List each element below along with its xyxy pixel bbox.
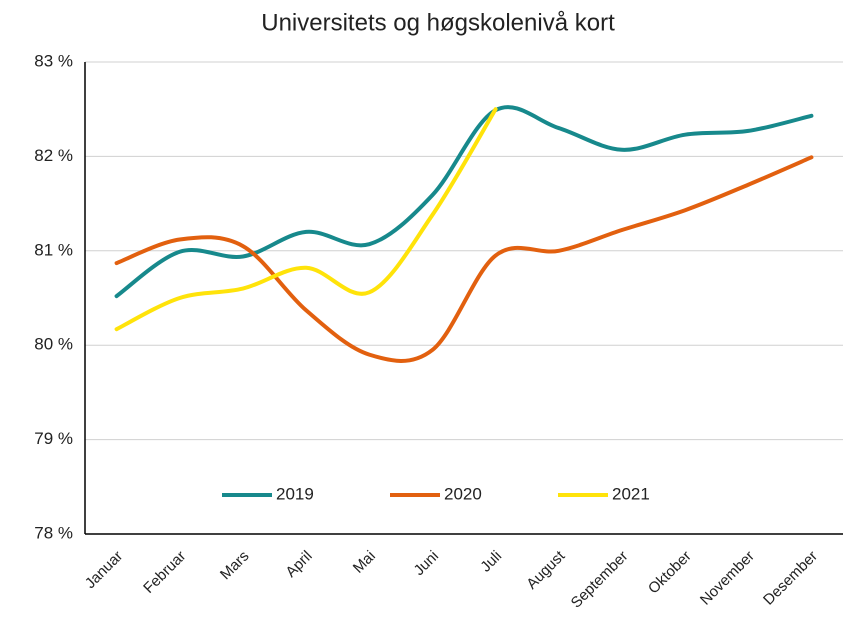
- x-tick-label: November: [697, 548, 758, 609]
- line-series: [114, 155, 814, 363]
- y-tick-label: 83 %: [34, 51, 73, 70]
- x-tick-label: August: [523, 547, 569, 593]
- x-tick-label: Mars: [217, 548, 253, 584]
- x-tick-label: Desember: [760, 548, 821, 609]
- y-tick-label: 82 %: [34, 146, 73, 165]
- x-tick-label: September: [568, 548, 632, 612]
- x-tick-label: Februar: [140, 548, 189, 597]
- legend-label: 2021: [612, 484, 650, 503]
- legend-label: 2020: [444, 484, 482, 503]
- x-tick-label: Mai: [350, 548, 379, 577]
- x-tick-label: Juli: [477, 548, 505, 576]
- line-series: [114, 107, 498, 332]
- x-tick-label: Juni: [411, 548, 442, 579]
- chart-title: Universitets og høgskolenivå kort: [261, 9, 615, 36]
- y-tick-label: 80 %: [34, 335, 73, 354]
- legend-label: 2019: [276, 484, 314, 503]
- x-tick-label: April: [282, 548, 315, 581]
- y-tick-label: 81 %: [34, 240, 73, 259]
- y-tick-label: 79 %: [34, 429, 73, 448]
- y-tick-label: 78 %: [34, 523, 73, 542]
- line-series: [114, 105, 814, 299]
- x-tick-label: Oktober: [645, 548, 695, 598]
- x-tick-label: Januar: [82, 548, 126, 592]
